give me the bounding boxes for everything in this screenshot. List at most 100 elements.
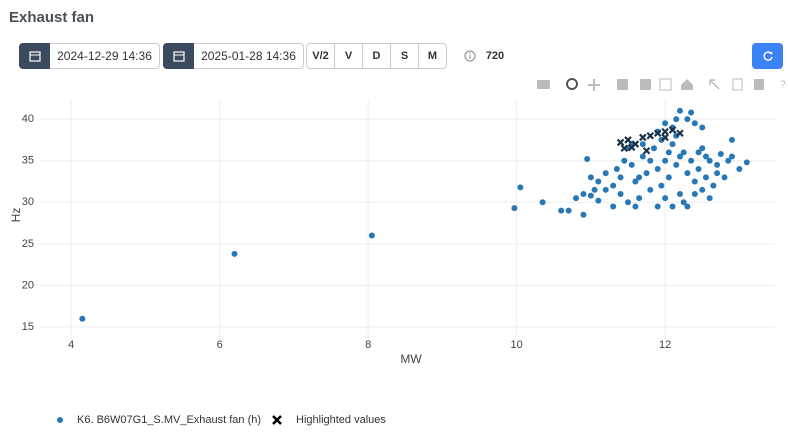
data-point [643,170,650,177]
highlight-point [668,126,677,134]
x-tick-label: 4 [68,339,74,351]
data-point [743,159,750,166]
data-point [580,190,587,197]
data-point [728,153,735,160]
spike-icon[interactable] [709,79,720,90]
data-point [684,170,691,177]
data-point [650,145,657,152]
start-date[interactable]: 2024-12-29 14:36 [50,43,160,69]
period-button[interactable]: D [363,44,391,68]
data-point [702,174,709,181]
data-point [676,107,683,114]
y-tick-label: 15 [22,321,34,333]
data-point [602,186,609,193]
data-point [539,199,546,206]
data-point [511,205,518,212]
highlight-point [616,138,625,147]
x-tick-label: 12 [659,339,671,351]
data-point [673,161,680,168]
data-point [699,186,706,193]
data-point [665,149,672,156]
y-tick-label: 20 [22,279,34,291]
highlight-point [661,133,669,142]
period-button[interactable]: M [427,50,438,62]
calendar-icon [28,51,41,62]
highlight-point [642,146,651,155]
data-point [676,153,683,160]
period-buttons: V/2 V D S M [306,43,447,69]
pan-icon[interactable] [588,79,600,91]
autoscale-icon[interactable] [659,78,672,91]
calendar-button[interactable] [19,43,50,69]
zoom-icon[interactable] [566,78,578,90]
data-point [625,199,631,206]
legend-marker [272,415,282,425]
help-icon[interactable]: ? [780,80,786,91]
data-point [676,190,683,197]
data-point [647,157,654,164]
refresh-button[interactable] [752,43,783,69]
data-point [695,149,702,156]
data-point [662,120,669,127]
data-point [680,149,687,156]
zoom-out-icon[interactable] [640,79,651,90]
x-axis-label: MW [400,352,422,366]
data-point [673,116,680,123]
data-point [595,178,602,185]
page-title: Exhaust fan [9,9,95,26]
data-point [628,161,635,168]
data-point [636,174,643,181]
period-button[interactable]: V [335,44,363,68]
highlight-point [627,143,636,152]
clipboard-icon[interactable] [732,78,743,91]
x-tick-label: 8 [365,339,371,351]
period-button[interactable]: S [391,44,419,68]
data-point [368,232,375,239]
data-point [721,174,728,181]
data-point [636,195,643,202]
highlight-point [624,136,632,144]
highlight-point [646,131,655,140]
data-point [714,170,721,177]
data-point [662,157,669,164]
x-tick-label: 6 [217,339,223,351]
data-point [662,195,669,202]
data-point [591,186,598,193]
data-point [658,182,665,189]
calendar-button[interactable] [163,43,194,69]
camera-icon[interactable] [537,80,550,89]
data-point [725,157,732,164]
data-point [79,315,86,322]
data-point [706,195,713,202]
y-axis-label: Hz [9,208,23,223]
data-point [580,211,587,218]
data-point [699,145,706,152]
save-icon[interactable] [754,79,764,90]
data-point [688,157,695,164]
data-point [680,199,687,206]
x-tick-label: 10 [511,339,523,351]
chart: ? MW Hz 15 20 25 30 35 40 4 6 8 10 12 K6. B6W07G1_S… [9,78,786,426]
data-point [595,197,602,204]
data-point [684,203,691,210]
data-point [617,174,624,181]
zoom-in-icon[interactable] [617,79,628,90]
data-point [587,192,594,199]
end-date[interactable]: 2025-01-28 14:36 [194,43,304,69]
legend-label: K6. B6W07G1_S.MV_Exhaust fan (h) [77,414,261,426]
data-point [610,203,617,210]
home-icon[interactable] [681,79,693,90]
period-button[interactable]: V/2 [307,44,335,68]
highlight-point [639,133,647,142]
data-point [654,166,661,173]
data-point [728,136,735,143]
data-point [702,153,709,160]
point-count: 720 [485,50,505,62]
y-tick-label: 25 [22,238,34,250]
highlight-point [661,127,669,136]
data-point [706,157,713,164]
data-point [613,166,620,173]
data-point [691,190,698,197]
data-point [602,170,609,177]
